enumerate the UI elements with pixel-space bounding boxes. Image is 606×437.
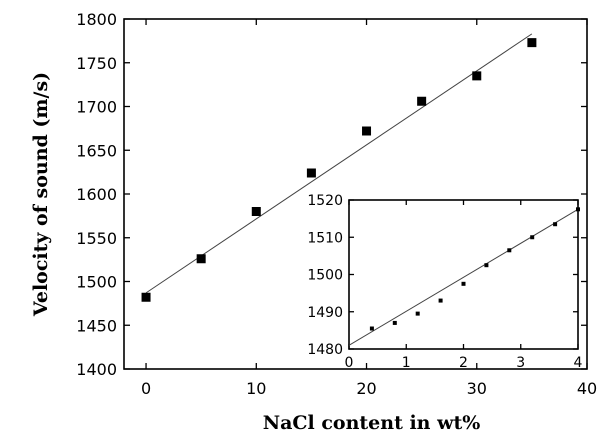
inset-data-point [530, 235, 535, 240]
inset-y-tick-label: 1480 [307, 342, 343, 358]
inset-data-point [369, 326, 374, 331]
inset-x-tick-label: 4 [574, 355, 583, 371]
x-tick-label: 30 [467, 379, 487, 398]
inset-y-tick-label: 1500 [307, 268, 343, 284]
main-data-point [306, 168, 316, 178]
x-axis-title: NaCl content in wt% [263, 412, 481, 434]
inset-data-point [392, 320, 397, 325]
y-tick-label: 1550 [76, 229, 117, 248]
inset-data-point [553, 222, 558, 227]
y-tick-label: 1700 [76, 98, 117, 117]
y-axis-title: Velocity of sound (m/s) [30, 72, 52, 317]
inset-x-tick-label: 2 [459, 355, 468, 371]
inset-data-point [415, 311, 420, 316]
y-tick-label: 1750 [76, 54, 117, 73]
main-data-point [527, 38, 537, 48]
inset-x-tick-label: 0 [345, 355, 354, 371]
main-data-point [251, 207, 261, 216]
inset-data-point [484, 263, 489, 268]
inset-x-tick-label: 3 [516, 355, 525, 371]
inset-y-tick-label: 1510 [307, 230, 343, 246]
y-tick-label: 1450 [76, 316, 117, 335]
x-tick-label: 0 [141, 379, 151, 398]
main-fit-line [145, 33, 533, 294]
inset-data-point [461, 281, 466, 286]
y-tick-label: 1650 [76, 141, 117, 160]
y-tick-label: 1800 [76, 10, 117, 29]
y-tick-label: 1400 [76, 360, 117, 379]
main-data-point [196, 254, 206, 264]
inset-plot-frame [348, 199, 579, 350]
y-tick-label: 1600 [76, 185, 117, 204]
inset-data-point [438, 298, 443, 303]
inset-data-point [507, 248, 512, 253]
x-tick-label: 10 [246, 379, 266, 398]
main-data-point [141, 292, 151, 302]
main-data-point [472, 71, 482, 81]
main-data-point [362, 126, 372, 136]
inset-y-tick-label: 1520 [307, 193, 343, 209]
main-data-point [417, 96, 427, 106]
x-tick-label: 40 [577, 379, 597, 398]
inset-fit-line [348, 208, 579, 346]
inset-x-tick-label: 1 [402, 355, 411, 371]
inset-y-tick-label: 1490 [307, 305, 343, 321]
x-tick-label: 20 [356, 379, 376, 398]
inset-data-point [576, 207, 580, 212]
y-tick-label: 1500 [76, 273, 117, 292]
